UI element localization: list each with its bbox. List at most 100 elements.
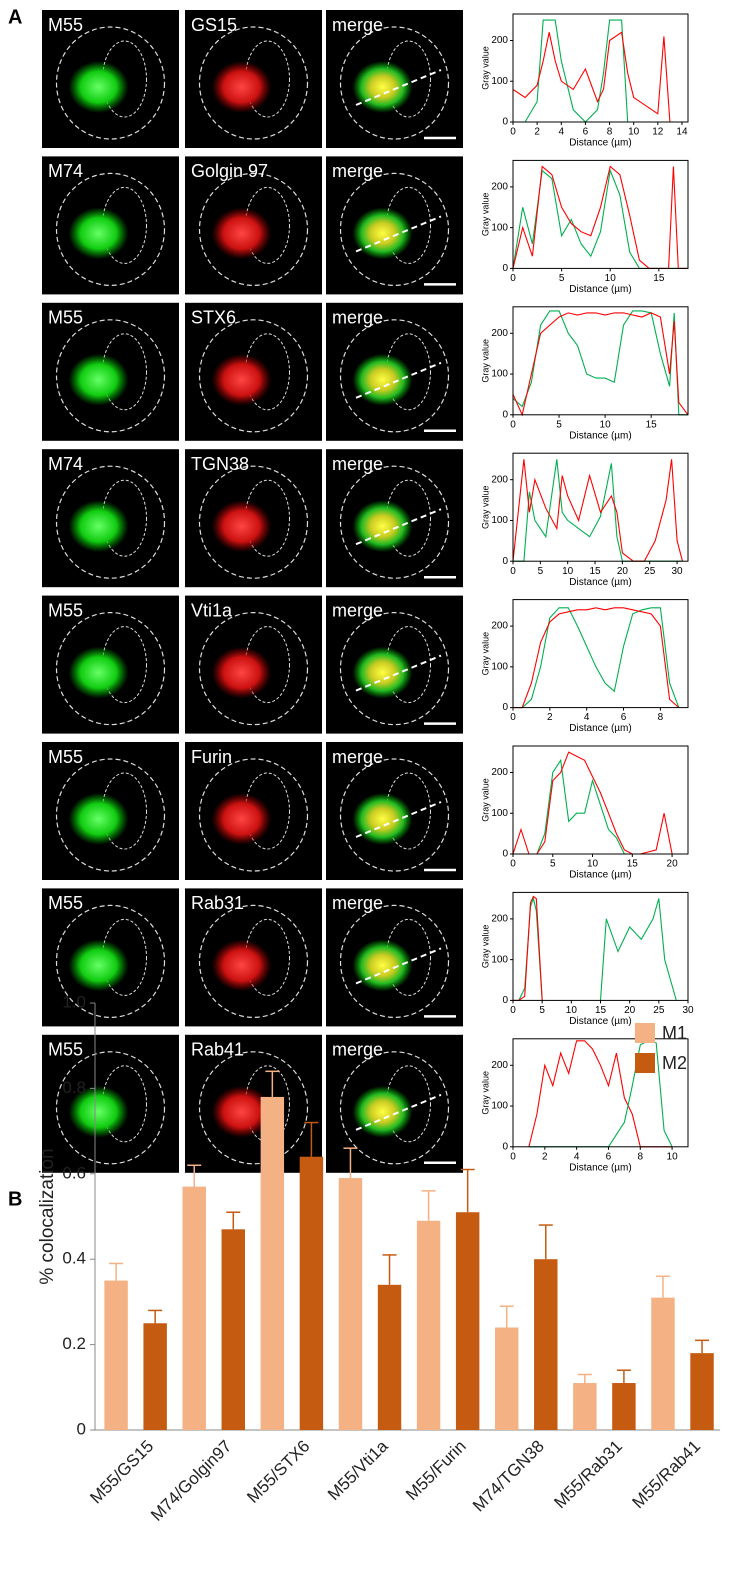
x-axis-label: Distance (µm): [569, 1016, 631, 1027]
cell-outline: [55, 172, 166, 286]
profile-line: [512, 165, 688, 269]
channel-label: merge: [332, 308, 383, 328]
y-tick-label: 200: [491, 1060, 508, 1071]
y-axis-label: Gray value: [480, 485, 490, 529]
channel-label: M55: [48, 600, 83, 620]
x-tick-label: 14: [676, 127, 688, 138]
bar: [182, 1186, 206, 1430]
cell-outline: [339, 1051, 450, 1165]
cell-outline: [339, 319, 450, 433]
signal: [352, 1085, 413, 1138]
signal: [352, 353, 413, 406]
channel-label: M55: [48, 15, 83, 35]
cell-outline: [339, 904, 450, 1019]
x-tick-label: M55/Furin: [402, 1437, 470, 1505]
channel-label: merge: [332, 600, 383, 620]
cell-outline: [55, 26, 166, 140]
channel-label: Rab31: [191, 893, 244, 913]
y-tick-label: 100: [491, 954, 508, 965]
x-tick-label: 10: [600, 419, 612, 430]
y-tick-label: 0: [502, 556, 508, 567]
plot-frame: [512, 452, 689, 562]
profile-arrow: [355, 508, 442, 546]
signal: [352, 61, 413, 113]
plot-frame: [512, 13, 689, 123]
y-tick-label: 0.8: [62, 1078, 86, 1097]
y-tick-label: 0: [502, 995, 508, 1006]
plot-frame: [512, 306, 689, 416]
y-tick-label: 200: [491, 767, 508, 778]
y-tick-label: 200: [491, 474, 508, 485]
cell-outline: [198, 758, 309, 872]
cell-outline: [198, 1051, 309, 1165]
y-tick-label: 0.4: [62, 1249, 86, 1268]
channel-label: M55: [48, 747, 83, 767]
signal: [352, 793, 413, 845]
cell-outline: [339, 758, 450, 872]
legend-swatch: [635, 1053, 655, 1073]
channel-label: GS15: [191, 15, 237, 35]
x-tick-label: 10: [667, 1151, 679, 1162]
cell-outline: [55, 611, 166, 726]
x-tick-label: 10: [587, 859, 599, 870]
x-tick-label: 5: [550, 859, 556, 870]
signal: [352, 646, 413, 699]
bar: [143, 1323, 167, 1430]
channel-label: merge: [332, 15, 383, 35]
bar: [612, 1383, 636, 1430]
plot-frame: [512, 159, 689, 269]
x-tick-label: 5: [556, 419, 562, 430]
x-tick-label: 25: [653, 1005, 665, 1016]
signal: [211, 793, 272, 845]
signal: [211, 61, 272, 113]
profile-arrow: [355, 1093, 442, 1131]
x-tick-label: M55/Rab41: [629, 1437, 705, 1513]
x-tick-label: 0: [510, 712, 516, 723]
y-tick-label: 0: [502, 117, 508, 128]
x-tick-label: 10: [605, 273, 617, 284]
panel-label: A: [8, 6, 22, 28]
y-tick-label: 0: [77, 1419, 86, 1438]
signal: [68, 646, 129, 699]
x-tick-label: M55/Vti1a: [324, 1436, 392, 1504]
signal: [68, 793, 129, 845]
x-tick-label: 0: [510, 273, 516, 284]
x-tick-label: 15: [653, 273, 665, 284]
x-tick-label: 15: [589, 566, 601, 577]
x-tick-label: 2: [542, 1151, 548, 1162]
channel-label: M74: [48, 161, 83, 181]
signal: [68, 939, 129, 992]
x-tick-label: 30: [682, 1005, 694, 1016]
panel-label: B: [8, 1188, 22, 1210]
y-axis-label: Gray value: [480, 46, 490, 90]
bar: [455, 1212, 480, 1430]
profile-line: [513, 607, 680, 709]
y-tick-label: 0: [502, 409, 508, 420]
x-tick-label: 10: [566, 1005, 578, 1016]
x-tick-label: 0: [510, 566, 516, 577]
channel-label: STX6: [191, 308, 236, 328]
x-tick-label: 2: [547, 712, 553, 723]
channel-label: merge: [332, 161, 383, 181]
bar: [260, 1096, 285, 1430]
x-tick-label: 10: [628, 127, 640, 138]
x-tick-label: 20: [624, 1005, 636, 1016]
x-tick-label: 30: [672, 566, 684, 577]
channel-label: merge: [332, 454, 383, 474]
cell-outline: [198, 26, 309, 140]
y-tick-label: 200: [491, 182, 508, 193]
cell-outline: [339, 172, 450, 286]
y-tick-label: 200: [491, 35, 508, 46]
y-tick-label: 100: [491, 222, 508, 233]
channel-label: M55: [48, 308, 83, 328]
y-tick-label: 100: [491, 369, 508, 380]
x-tick-label: 0: [510, 1151, 516, 1162]
legend-swatch: [635, 1023, 655, 1043]
signal: [211, 207, 272, 260]
y-tick-label: 200: [491, 328, 508, 339]
signal: [68, 61, 129, 113]
channel-label: TGN38: [191, 454, 249, 474]
x-tick-label: 5: [539, 1005, 545, 1016]
x-axis-label: Distance (µm): [569, 1162, 631, 1173]
y-tick-label: 100: [491, 661, 508, 672]
